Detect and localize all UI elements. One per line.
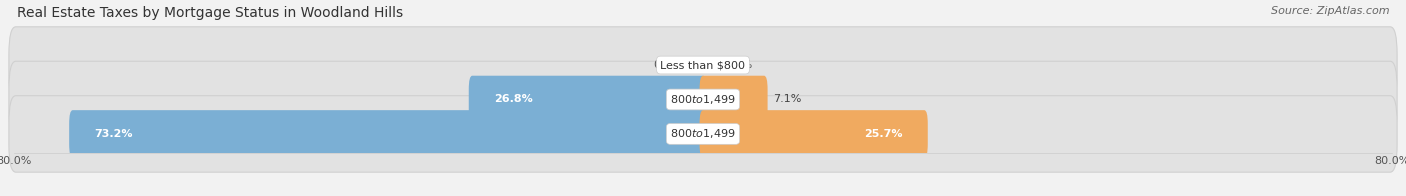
Text: Less than $800: Less than $800: [661, 60, 745, 70]
FancyBboxPatch shape: [468, 76, 706, 123]
FancyBboxPatch shape: [69, 110, 706, 158]
Text: $800 to $1,499: $800 to $1,499: [671, 93, 735, 106]
Text: 26.8%: 26.8%: [494, 94, 533, 104]
FancyBboxPatch shape: [700, 76, 768, 123]
FancyBboxPatch shape: [8, 96, 1398, 172]
FancyBboxPatch shape: [8, 27, 1398, 103]
Text: $800 to $1,499: $800 to $1,499: [671, 127, 735, 140]
Text: Real Estate Taxes by Mortgage Status in Woodland Hills: Real Estate Taxes by Mortgage Status in …: [17, 6, 404, 20]
Text: 7.1%: 7.1%: [773, 94, 801, 104]
Text: 0.0%: 0.0%: [724, 60, 752, 70]
Text: 25.7%: 25.7%: [865, 129, 903, 139]
Text: Source: ZipAtlas.com: Source: ZipAtlas.com: [1271, 6, 1389, 16]
Text: 0.0%: 0.0%: [654, 60, 682, 70]
FancyBboxPatch shape: [700, 110, 928, 158]
FancyBboxPatch shape: [8, 61, 1398, 138]
Text: 73.2%: 73.2%: [94, 129, 132, 139]
